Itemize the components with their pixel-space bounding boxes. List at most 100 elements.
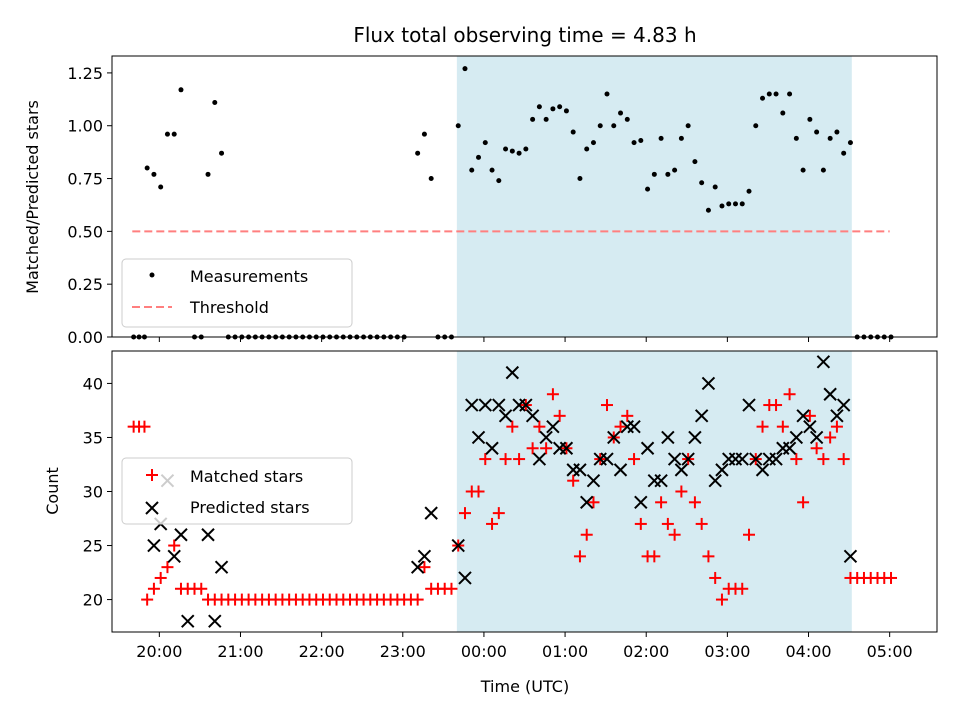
matched-star-point xyxy=(837,453,850,466)
predicted-star-point xyxy=(214,560,229,574)
y-tick-label: 0.00 xyxy=(67,328,103,347)
predicted-star-point xyxy=(498,409,513,423)
top-panel: Flux total observing time = 4.83 h 0.000… xyxy=(23,23,938,347)
predicted-star-point xyxy=(809,430,824,445)
measurement-point xyxy=(753,123,759,129)
x-axis-label: Time (UTC) xyxy=(480,677,569,696)
predicted-star-point xyxy=(769,452,783,466)
predicted-star-point xyxy=(417,549,432,564)
predicted-star-point xyxy=(174,528,188,542)
measurement-point xyxy=(523,146,529,152)
measurement-point xyxy=(841,150,847,156)
measurement-point xyxy=(651,171,657,177)
matched-star-point xyxy=(472,485,485,498)
predicted-star-point xyxy=(478,398,492,412)
matched-star-point xyxy=(445,582,458,595)
y-tick-label: 0.75 xyxy=(67,170,103,189)
matched-star-point xyxy=(885,571,898,584)
bottom-panel: 20 25 30 35 40 20:00 21:00 22:00 23:00 00:00 01:0… xyxy=(43,350,938,696)
matched-star-point xyxy=(702,550,715,563)
matched-star-point xyxy=(540,442,553,455)
measurement-point xyxy=(219,150,225,156)
measurement-point xyxy=(827,135,833,141)
measurement-point xyxy=(212,99,218,105)
measurement-point xyxy=(658,135,664,141)
measurement-point xyxy=(530,116,536,122)
matched-star-point xyxy=(614,420,627,433)
predicted-star-point xyxy=(715,463,729,477)
measurement-point xyxy=(476,154,482,160)
predicted-star-point xyxy=(674,463,689,477)
top-chart-title: Flux total observing time = 4.83 h xyxy=(353,23,696,47)
top-axes-frame xyxy=(111,55,938,338)
legend-threshold-label: Threshold xyxy=(189,298,269,317)
predicted-star-point xyxy=(701,376,716,391)
y-tick-label: 40 xyxy=(83,374,103,393)
measurement-point xyxy=(205,171,211,177)
x-tick-label: 21:00 xyxy=(217,642,263,661)
matched-star-point xyxy=(195,582,208,595)
predicted-star-point xyxy=(465,398,479,412)
matched-star-point xyxy=(154,571,167,584)
measurement-point xyxy=(536,104,542,110)
predicted-star-point xyxy=(410,560,425,574)
predicted-star-point xyxy=(782,441,797,455)
predicted-star-point xyxy=(451,538,465,553)
measurement-point xyxy=(577,176,583,182)
measurement-point xyxy=(672,167,678,173)
measurement-point xyxy=(800,167,806,173)
measurement-point xyxy=(151,171,157,177)
measurement-point xyxy=(590,140,596,146)
predicted-star-point xyxy=(735,452,749,466)
predicted-star-point xyxy=(208,614,222,628)
predicted-star-point xyxy=(573,463,587,477)
x-tick-label: 22:00 xyxy=(299,642,345,661)
x-tick-label: 23:00 xyxy=(380,642,426,661)
top-y-axis: 0.00 0.25 0.50 0.75 1.00 1.25 xyxy=(67,64,112,347)
measurement-point xyxy=(678,135,684,141)
predicted-star-point xyxy=(640,441,655,455)
measurement-point xyxy=(807,116,813,122)
matched-star-point xyxy=(675,485,688,498)
top-x-ticks xyxy=(158,337,891,342)
measurement-point xyxy=(705,207,711,213)
predicted-star-point xyxy=(681,452,695,466)
measurement-point xyxy=(455,123,461,129)
matched-star-point xyxy=(621,409,634,422)
predicted-star-point xyxy=(586,473,601,488)
measurement-point xyxy=(415,150,421,156)
legend-matched-label: Matched stars xyxy=(190,467,303,486)
predicted-star-point xyxy=(424,506,438,520)
bottom-legend: Matched stars Predicted stars xyxy=(121,457,353,525)
matched-star-point xyxy=(492,507,505,520)
predicted-star-point xyxy=(843,549,858,564)
predicted-star-point xyxy=(796,409,810,423)
measurement-point xyxy=(773,91,779,97)
measurement-point xyxy=(570,129,576,135)
measurement-point xyxy=(766,91,772,97)
measurement-point xyxy=(665,171,671,177)
measurement-point xyxy=(645,186,651,192)
legend-matched-marker xyxy=(146,469,158,481)
predicted-star-point xyxy=(485,441,499,455)
bottom-shaded-region xyxy=(456,351,852,632)
matched-star-point xyxy=(147,582,160,595)
legend-measurements-marker xyxy=(149,272,155,278)
y-tick-label: 25 xyxy=(83,537,103,556)
matched-star-point xyxy=(601,399,613,412)
predicted-star-point xyxy=(803,419,817,434)
x-tick-label: 20:00 xyxy=(136,642,182,661)
measurement-point xyxy=(847,140,853,146)
matched-star-point xyxy=(797,496,810,509)
matched-star-point xyxy=(168,539,181,552)
measurement-point xyxy=(550,106,556,112)
predicted-star-point xyxy=(749,452,763,466)
measurement-point xyxy=(469,167,475,173)
y-tick-label: 20 xyxy=(83,591,103,610)
measurement-point xyxy=(164,131,170,137)
matched-star-point xyxy=(567,474,580,487)
measurement-point xyxy=(144,165,150,171)
measurement-point xyxy=(158,184,164,190)
measurement-point xyxy=(604,91,610,97)
matched-star-point xyxy=(138,420,151,433)
